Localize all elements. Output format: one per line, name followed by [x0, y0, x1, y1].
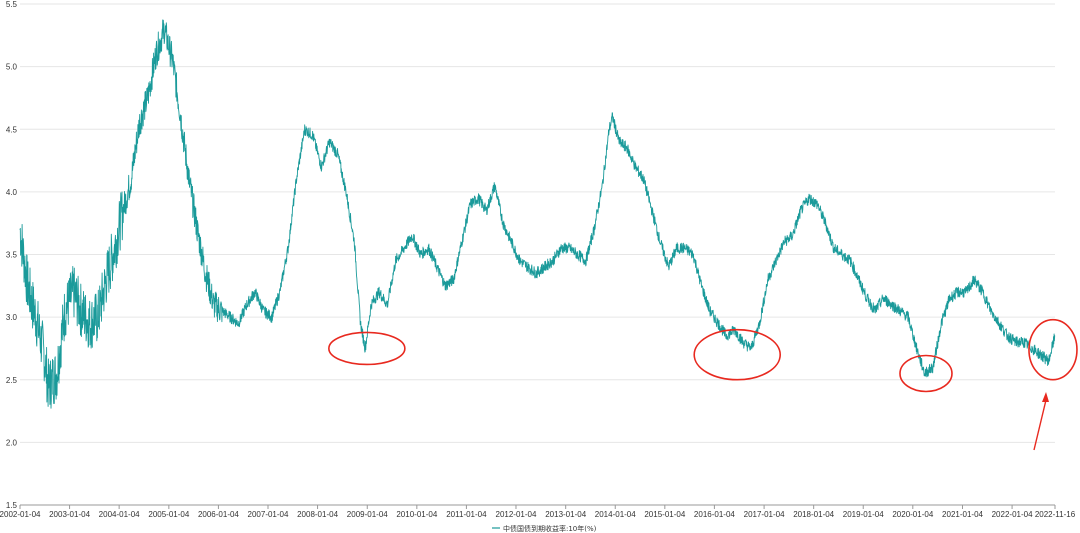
annotation-arrowhead — [1042, 392, 1049, 402]
annotation-circle — [693, 328, 782, 381]
y-tick-label: 3.0 — [6, 313, 18, 322]
x-tick-label: 2005-01-04 — [148, 510, 189, 519]
y-tick-label: 1.5 — [6, 501, 18, 510]
annotation-circle — [899, 354, 953, 393]
x-tick-label: 2008-01-04 — [297, 510, 338, 519]
annotation-circle — [328, 331, 406, 366]
x-tick-label: 2022-11-16 — [1035, 510, 1076, 519]
x-tick-label: 2021-01-04 — [942, 510, 983, 519]
y-tick-label: 4.5 — [6, 125, 18, 134]
annotation-arrow — [1033, 399, 1047, 451]
x-tick-label: 2003-01-04 — [49, 510, 90, 519]
legend-label: 中债国债到期收益率:10年(%) — [503, 524, 597, 533]
x-tick-label: 2002-01-04 — [0, 510, 41, 519]
x-tick-label: 2006-01-04 — [198, 510, 239, 519]
series-line — [19, 19, 1056, 409]
x-tick-label: 2012-01-04 — [496, 510, 537, 519]
annotations — [328, 318, 1078, 451]
x-tick-label: 2013-01-04 — [545, 510, 586, 519]
y-axis-ticks: 1.5 2.0 2.5 3.0 3.5 4.0 4.5 5.0 5.5 — [6, 0, 18, 510]
x-tick-label: 2016-01-04 — [694, 510, 735, 519]
x-tick-label: 2009-01-04 — [347, 510, 388, 519]
annotation-circle — [1028, 318, 1078, 381]
x-tick-label: 2015-01-04 — [644, 510, 685, 519]
x-tick-label: 2007-01-04 — [248, 510, 289, 519]
y-tick-label: 3.5 — [6, 251, 18, 260]
legend: 中债国债到期收益率:10年(%) — [492, 524, 597, 533]
x-tick-label: 2022-01-04 — [992, 510, 1033, 519]
x-tick-label: 2004-01-04 — [99, 510, 140, 519]
y-tick-label: 4.0 — [6, 188, 18, 197]
y-tick-label: 5.0 — [6, 63, 18, 72]
series-layer — [19, 19, 1056, 409]
x-tick-label: 2018-01-04 — [793, 510, 834, 519]
x-tick-label: 2011-01-04 — [446, 510, 487, 519]
y-tick-label: 2.5 — [6, 376, 18, 385]
y-tick-label: 5.5 — [6, 0, 18, 9]
x-tick-label: 2019-01-04 — [843, 510, 884, 519]
x-tick-label: 2020-01-04 — [892, 510, 933, 519]
x-tick-label: 2010-01-04 — [396, 510, 437, 519]
x-tick-label: 2014-01-04 — [595, 510, 636, 519]
y-tick-label: 2.0 — [6, 438, 18, 447]
x-tick-label: 2017-01-04 — [744, 510, 785, 519]
x-axis-ticks: 2002-01-04 2003-01-04 2004-01-04 2005-01-04… — [0, 505, 1076, 519]
